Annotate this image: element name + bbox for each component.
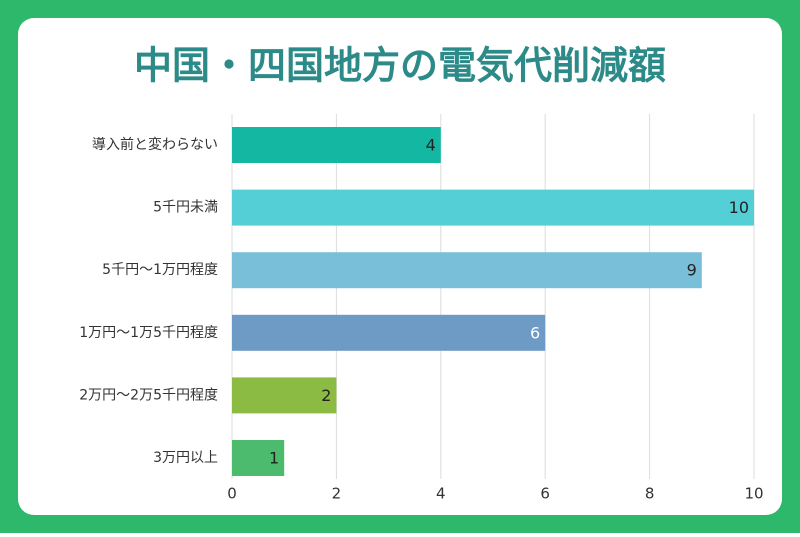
x-tick-label: 6 [540,485,550,503]
bar [232,440,285,476]
bar [232,314,546,351]
value-label: 9 [687,261,697,280]
chart-title: 中国・四国地方の電気代削減額 [134,44,666,88]
bar [232,377,337,414]
x-tick-label: 10 [744,485,763,503]
y-tick-label: 1万円〜1万5千円程度 [79,325,218,341]
bar [232,189,754,226]
y-tick-label: 導入前と変わらない [92,136,218,153]
y-tick-label: 5千円未満 [153,200,218,216]
y-tick-label: 3万円以上 [153,450,218,466]
bar [232,127,441,163]
value-label: 10 [729,198,749,217]
x-tick-label: 4 [436,485,446,503]
value-label: 1 [269,449,279,468]
y-tick-label: 5千円〜1万円程度 [102,262,218,278]
y-tick-label: 2万円〜2万5千円程度 [79,387,218,403]
x-tick-label: 8 [645,485,655,503]
value-label: 4 [426,136,436,155]
x-tick-label: 2 [332,485,342,503]
bar [232,252,702,289]
x-tick-label: 0 [227,485,237,503]
value-label: 6 [530,323,540,342]
value-label: 2 [321,386,331,405]
